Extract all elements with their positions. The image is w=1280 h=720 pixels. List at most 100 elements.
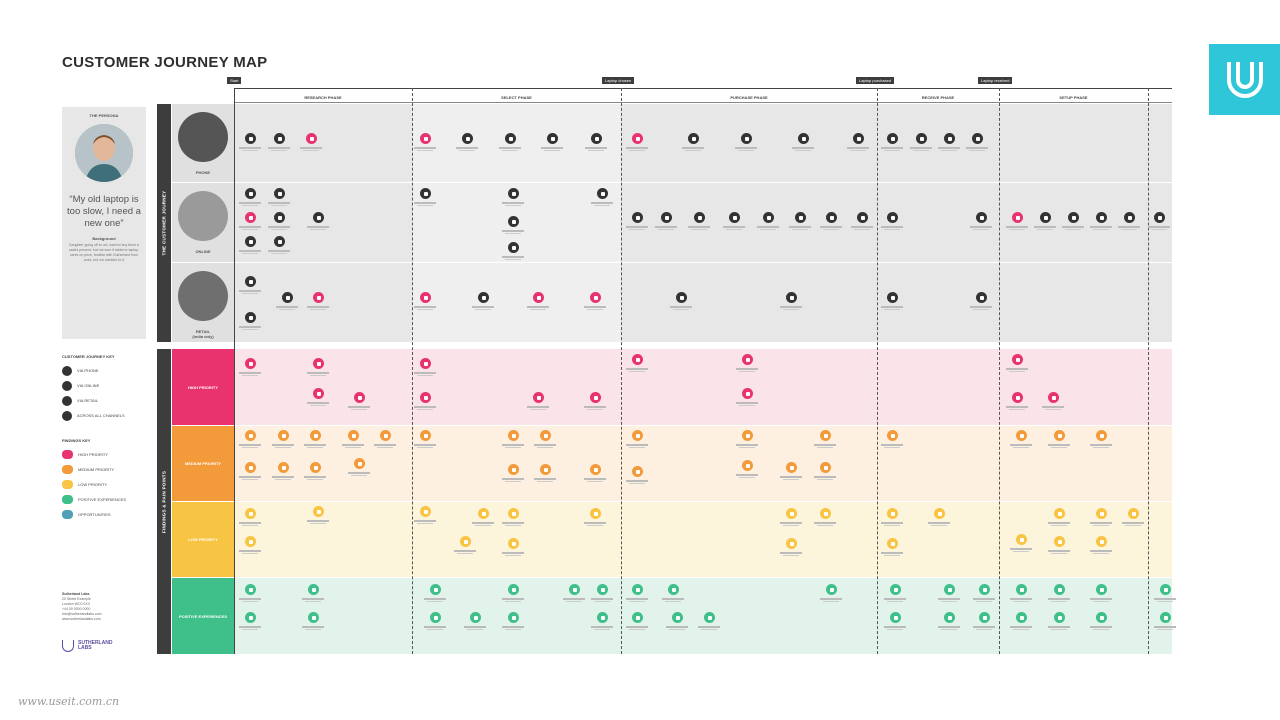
high-priority-icon: [420, 392, 431, 403]
cart-icon: [245, 276, 256, 287]
start-line: [234, 88, 235, 654]
icon-caption-line: [498, 521, 528, 527]
positive-experience-icon: [1054, 612, 1065, 623]
phase-purchase: PURCHASE PHASE: [730, 95, 768, 100]
key-row: POSITIVE EXPERIENCES: [62, 492, 126, 507]
laptop-icon: [1124, 212, 1135, 223]
icon-caption-line: [1044, 443, 1074, 449]
positive-experience-icon: [979, 612, 990, 623]
customer-journey-key: CUSTOMER JOURNEY KEY VIA PHONE VIA ONLIN…: [62, 354, 125, 423]
channel-label: RETAIL (India only): [192, 329, 214, 339]
icon-caption-line: [658, 597, 688, 603]
low-priority-icon: [786, 508, 797, 519]
phone-icon: [887, 133, 898, 144]
positive-experience-icon: [826, 584, 837, 595]
positive-experience-icon: [470, 612, 481, 623]
icon-caption-line: [622, 625, 652, 631]
icon-caption-line: [776, 305, 806, 311]
low-priority-icon: [820, 508, 831, 519]
cart-icon: [420, 292, 431, 303]
low-priority-icon: [1096, 536, 1107, 547]
phase-select: SELECT PHASE: [501, 95, 532, 100]
journey-vertical-bar: THE CUSTOMER JOURNEY: [157, 104, 171, 342]
medium-priority-icon: [245, 430, 256, 441]
icon-caption-line: [1086, 597, 1116, 603]
laptop-icon: [420, 188, 431, 199]
icon-caption-line: [498, 443, 528, 449]
priority-label-low: LOW PRIORITY: [172, 502, 234, 577]
laptop-icon: [826, 212, 837, 223]
icon-caption-line: [523, 305, 553, 311]
icon-caption-line: [410, 201, 440, 207]
icon-caption-line: [581, 146, 611, 152]
positive-experience-icon: [944, 612, 955, 623]
medium-priority-icon: [820, 462, 831, 473]
phone-icon: [62, 365, 72, 376]
positive-experience-icon: [245, 612, 256, 623]
high-priority-icon: [1012, 392, 1023, 403]
low-priority-icon: [245, 508, 256, 519]
milestone-start: Start: [227, 77, 242, 84]
icon-caption-line: [268, 475, 298, 481]
high-priority-icon: [742, 388, 753, 399]
medium-priority-icon: [508, 464, 519, 475]
icon-caption-line: [810, 475, 840, 481]
icon-caption-line: [580, 521, 610, 527]
icon-caption-line: [468, 305, 498, 311]
phone-icon: [798, 133, 809, 144]
laptop-icon: [763, 212, 774, 223]
icon-caption-line: [622, 443, 652, 449]
key-label: VIA ONLINE: [77, 383, 100, 388]
laptop-icon: [661, 212, 672, 223]
positive-experience-icon: [245, 584, 256, 595]
low-priority-icon: [313, 506, 324, 517]
icon-caption-line: [1118, 521, 1148, 527]
icon-caption-line: [235, 549, 265, 555]
icon-caption-line: [753, 225, 783, 231]
key-label: VIA RETAIL: [77, 398, 99, 403]
findings-key: FINDINGS KEY HIGH PRIORITY MEDIUM PRIORI…: [62, 438, 126, 522]
laptop-icon: [694, 212, 705, 223]
high-priority-icon: [533, 392, 544, 403]
icon-caption-line: [1144, 225, 1174, 231]
key-row: VIA ONLINE: [62, 378, 125, 393]
icon-caption-line: [264, 249, 294, 255]
icon-caption-line: [924, 521, 954, 527]
icon-caption-line: [788, 146, 818, 152]
cart-icon: [976, 292, 987, 303]
medium-priority-icon: [310, 462, 321, 473]
low-priority-icon: [1054, 508, 1065, 519]
laptop-icon: [1068, 212, 1079, 223]
lane-positive: [234, 578, 1172, 654]
phone-icon: [245, 133, 256, 144]
medium-priority-icon: [887, 430, 898, 441]
medium-priority-icon: [348, 430, 359, 441]
icon-caption-line: [1044, 521, 1074, 527]
positive-experience-icon: [1016, 584, 1027, 595]
laptop-icon: [887, 212, 898, 223]
medium-priority-icon: [590, 464, 601, 475]
positive-experience-icon: [890, 584, 901, 595]
key-label: OPPORTUNITIES: [78, 512, 111, 517]
icon-caption-line: [1086, 521, 1116, 527]
cart-icon: [887, 292, 898, 303]
milestone-laptop-received: Laptop received: [978, 77, 1013, 84]
laptop-icon: [1040, 212, 1051, 223]
key-label: POSITIVE EXPERIENCES: [78, 497, 127, 502]
icon-caption-line: [962, 146, 992, 152]
low-priority-icon: [1096, 508, 1107, 519]
icon-caption-line: [298, 625, 328, 631]
laptop-icon: [729, 212, 740, 223]
journey-lane-online: [234, 183, 1172, 262]
medium-priority-icon: [820, 430, 831, 441]
high-priority-icon: [590, 392, 601, 403]
select-phase-shade: [412, 263, 621, 342]
brand-logo[interactable]: [1209, 44, 1280, 115]
sutherland-labs-logo[interactable]: SUTHERLAND LABS: [62, 640, 112, 652]
icon-caption-line: [303, 519, 333, 525]
icon-caption-line: [966, 225, 996, 231]
icon-caption-line: [684, 225, 714, 231]
positive-experience-icon: [597, 584, 608, 595]
key-row: MEDIUM PRIORITY: [62, 462, 126, 477]
phase-receive: RECEIVE PHASE: [921, 95, 955, 100]
